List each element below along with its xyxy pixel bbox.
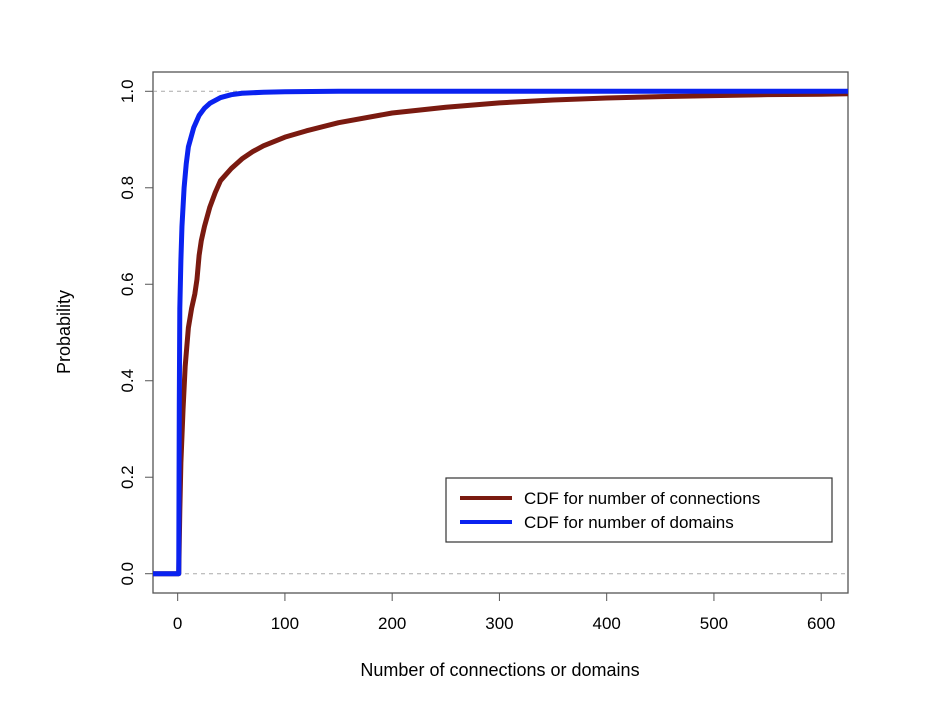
y-tick-label: 0.0: [118, 562, 137, 586]
x-tick-label: 300: [485, 614, 513, 633]
series-line-domains: [153, 88, 848, 577]
y-tick-label: 0.6: [118, 272, 137, 296]
x-tick-label: 100: [271, 614, 299, 633]
y-tick-label: 1.0: [118, 79, 137, 103]
legend-label-domains: CDF for number of domains: [524, 513, 734, 532]
y-tick-label: 0.4: [118, 369, 137, 393]
series-line-connections: [153, 91, 848, 577]
y-tick-label: 0.2: [118, 465, 137, 489]
y-tick-label: 0.8: [118, 176, 137, 200]
legend: CDF for number of connections CDF for nu…: [445, 477, 833, 543]
y-axis: 0.0 0.2 0.4 0.6 0.8 1.0: [118, 79, 154, 586]
x-tick-label: 0: [173, 614, 182, 633]
x-tick-label: 500: [700, 614, 728, 633]
series-layer: [153, 88, 848, 577]
x-axis-title: Number of connections or domains: [360, 660, 639, 680]
y-axis-title: Probability: [54, 290, 74, 374]
legend-label-connections: CDF for number of connections: [524, 489, 760, 508]
x-axis: 0 100 200 300 400 500 600: [173, 592, 835, 633]
x-tick-label: 600: [807, 614, 835, 633]
x-tick-label: 400: [592, 614, 620, 633]
legend-box: [445, 477, 833, 543]
x-tick-label: 200: [378, 614, 406, 633]
